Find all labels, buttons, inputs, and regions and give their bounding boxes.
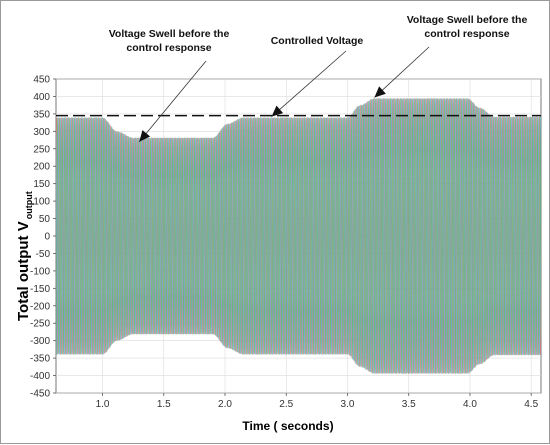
y-tick-label: -400 xyxy=(30,371,50,382)
x-tick-label: 1.5 xyxy=(157,399,171,410)
x-tick-label: 3.0 xyxy=(341,399,355,410)
y-tick-label: 350 xyxy=(33,109,50,120)
y-tick-label: 150 xyxy=(33,179,50,190)
annotation-line: control response xyxy=(424,28,509,40)
y-tick-label: 450 xyxy=(33,75,50,86)
y-tick-label: -200 xyxy=(30,301,50,312)
x-tick-label: 1.0 xyxy=(96,399,110,410)
annotation-arrowhead xyxy=(374,86,386,98)
x-tick-label: 2.0 xyxy=(218,399,232,410)
x-axis-label: Time ( seconds) xyxy=(242,419,333,433)
y-tick-label: 250 xyxy=(33,144,50,155)
y-tick-label: -50 xyxy=(36,249,51,260)
y-axis-label-main: Total output V xyxy=(15,221,32,321)
y-tick-label: 0 xyxy=(44,232,50,243)
phase-series-3 xyxy=(56,98,541,375)
annotation-text: Voltage Swell before the control response xyxy=(109,28,230,54)
y-tick-label: 200 xyxy=(33,162,50,173)
y-tick-label: 400 xyxy=(33,92,50,103)
phase-series-2 xyxy=(56,97,541,374)
y-axis-label-subscript: output xyxy=(24,191,34,219)
y-axis-label: Total output V output xyxy=(15,191,34,321)
y-tick-label: -250 xyxy=(30,319,50,330)
annotation-text: Voltage Swell before the control response xyxy=(407,14,528,40)
annotation-line: control response xyxy=(126,42,211,54)
annotation-line: Voltage Swell before the xyxy=(109,28,230,40)
annotation-leader xyxy=(374,46,430,98)
y-tick-label: -150 xyxy=(30,284,50,295)
y-tick-label: -450 xyxy=(30,389,50,400)
x-tick-label: 2.5 xyxy=(279,399,293,410)
x-tick-label: 3.5 xyxy=(402,399,416,410)
phase-series-1 xyxy=(56,98,541,374)
y-tick-label: -100 xyxy=(30,266,50,277)
x-tick-label: 4.0 xyxy=(463,399,477,410)
y-tick-label: 50 xyxy=(39,214,51,225)
y-tick-label: 300 xyxy=(33,127,50,138)
y-tick-label: -350 xyxy=(30,354,50,365)
annotation-line: Voltage Swell before the xyxy=(407,14,528,26)
annotation-leader xyxy=(271,50,347,117)
annotation-line: Controlled Voltage xyxy=(271,35,364,47)
x-tick-label: 4.5 xyxy=(524,399,538,410)
y-tick-label: -300 xyxy=(30,336,50,347)
annotation-arrowhead xyxy=(139,130,151,142)
y-tick-label: 100 xyxy=(33,197,50,208)
annotation-text: Controlled Voltage xyxy=(271,35,364,47)
annotation-leader xyxy=(138,60,207,143)
annotation-arrowhead xyxy=(271,105,284,117)
